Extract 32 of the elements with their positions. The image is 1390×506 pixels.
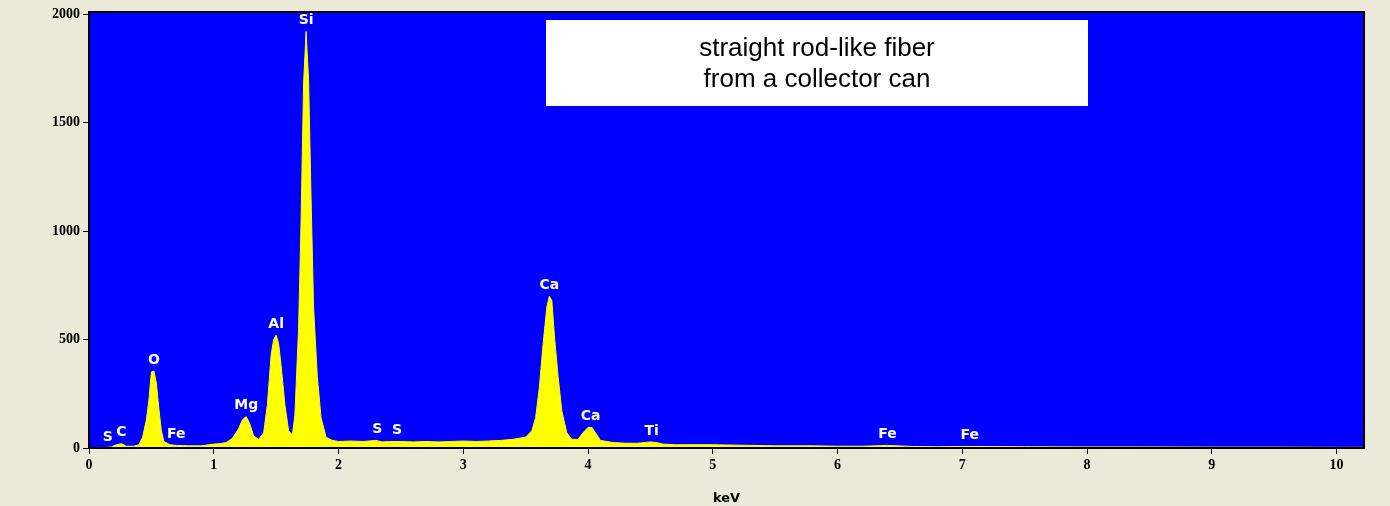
x-tick-label: 4 xyxy=(584,457,592,473)
annotation: C xyxy=(116,423,127,440)
annotation: Ca xyxy=(539,275,560,292)
annotation: S xyxy=(102,427,113,444)
annotation: Ca xyxy=(580,407,601,424)
x-tick-label: 10 xyxy=(1329,457,1344,473)
y-tick-label: 1000 xyxy=(52,222,80,238)
x-tick-label: 2 xyxy=(335,457,343,473)
x-tick-label: 3 xyxy=(459,457,467,473)
y-tick-label: 2000 xyxy=(52,5,80,21)
x-axis-title: keV xyxy=(712,489,741,505)
annotation: Mg xyxy=(234,396,259,413)
x-tick-label: 8 xyxy=(1083,457,1091,473)
note-box: straight rod-like fiber from a collector can xyxy=(546,20,1088,106)
annotation: S xyxy=(392,421,403,438)
x-tick-label: 9 xyxy=(1208,457,1216,473)
annotation: Fe xyxy=(167,425,186,442)
annotation: Ti xyxy=(644,421,659,438)
y-tick-label: 1500 xyxy=(52,114,80,130)
y-tick-label: 500 xyxy=(59,331,80,347)
x-tick-label: 1 xyxy=(210,457,218,473)
annotation: Si xyxy=(298,11,314,28)
annotation: Al xyxy=(268,314,284,331)
y-tick-label: 0 xyxy=(73,439,80,455)
x-tick-label: 0 xyxy=(85,457,93,473)
annotation: Fe xyxy=(878,425,897,442)
annotation: Fe xyxy=(960,426,980,443)
x-tick-label: 5 xyxy=(709,457,717,473)
annotation: O xyxy=(147,350,160,367)
annotation: S xyxy=(372,420,383,437)
x-tick-label: 6 xyxy=(834,457,842,473)
x-tick-label: 7 xyxy=(958,457,966,473)
